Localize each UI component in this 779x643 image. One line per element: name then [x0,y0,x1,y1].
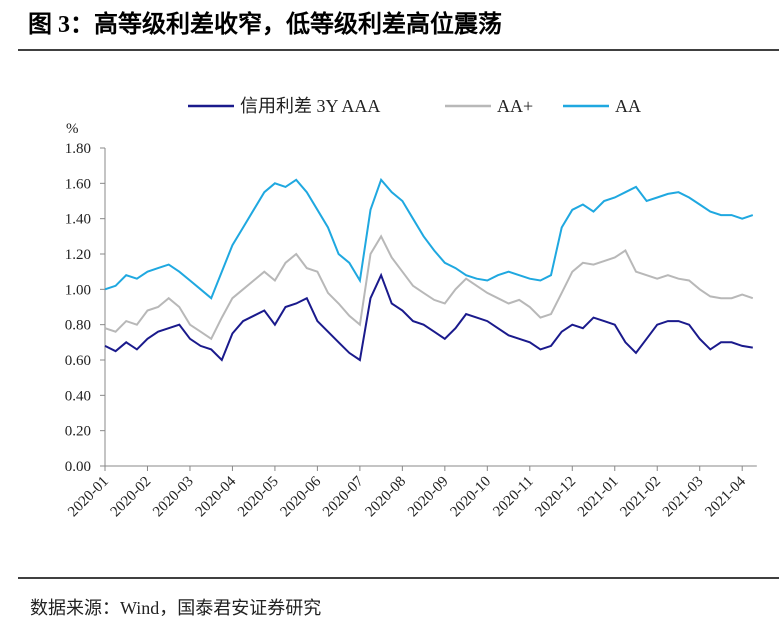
chart-title: 图 3：高等级利差收窄，低等级利差高位震荡 [28,10,502,38]
x-tick-label: 2020-09 [405,474,452,521]
x-tick-label: 2020-10 [447,474,494,521]
x-tick-label: 2021-01 [575,474,622,521]
y-tick-label: 1.00 [65,282,91,298]
y-tick-label: 1.60 [65,176,91,192]
x-tick-label: 2020-08 [363,474,410,521]
y-tick-label: 0.20 [65,424,91,440]
x-tick-label: 2020-05 [235,474,282,521]
y-tick-label: 0.40 [65,388,91,404]
series-line [104,234,754,341]
x-tick-label: 2020-11 [490,474,536,520]
y-tick-label: 1.20 [65,247,91,263]
x-tick-label: 2020-06 [278,473,325,520]
series-line [104,272,753,362]
source: 数据来源：Wind，国泰君安证券研究 [30,598,321,618]
x-tick-label: 2021-02 [617,474,664,521]
x-tick-label: 2020-02 [108,474,155,521]
x-tick-label: 2021-04 [702,473,749,520]
y-tick-label: 1.40 [65,212,91,228]
y-tick-label: 0.80 [65,318,91,334]
x-tick-label: 2020-03 [150,474,197,521]
legend-label: AA [615,96,641,116]
legend-label: 信用利差 3Y AAA [240,96,380,116]
x-tick-label: 2021-03 [660,474,707,521]
x-tick-label: 2020-07 [320,473,367,520]
x-tick-label: 2020-04 [193,473,240,520]
y-tick-label: 1.80 [65,141,91,157]
series-line [104,177,754,300]
y-tick-label: 0.00 [65,459,91,475]
x-tick-label: 2020-12 [532,474,579,521]
legend-label: AA+ [497,96,533,116]
y-tick-label: 0.60 [65,353,91,369]
y-axis-label: % [66,121,79,137]
x-tick-label: 2020-01 [65,474,112,521]
